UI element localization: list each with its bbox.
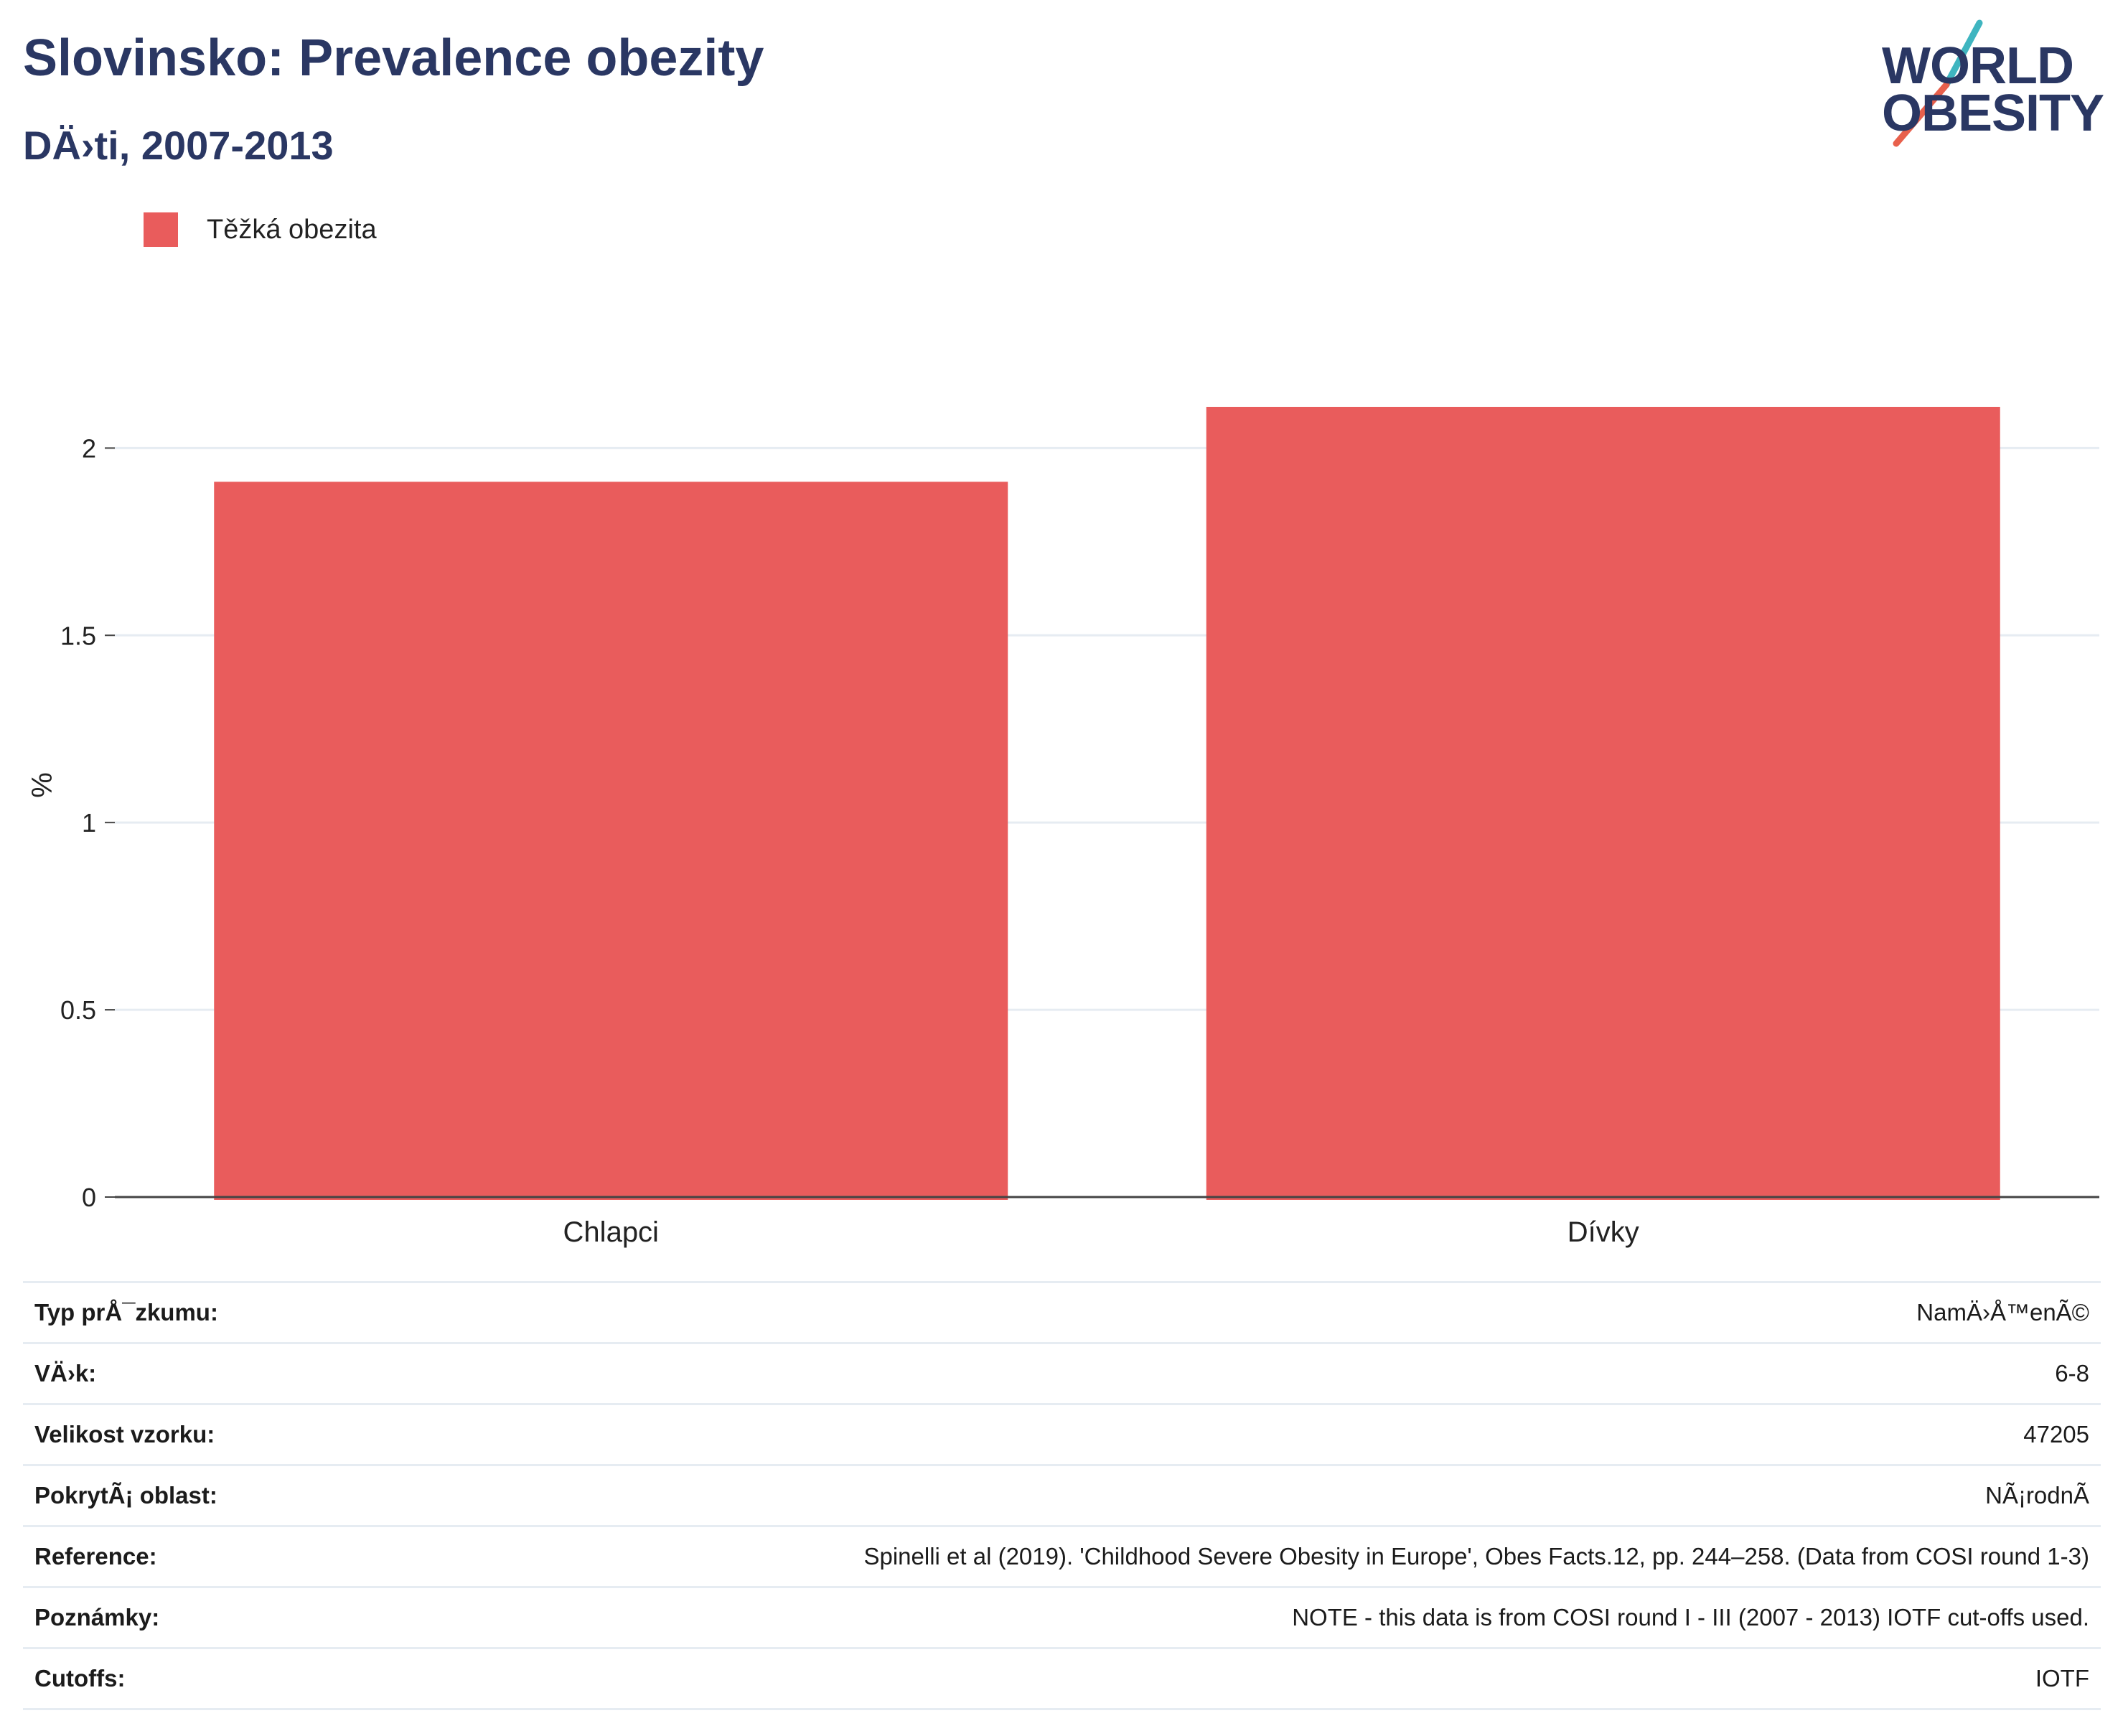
info-row: VÄ›k: 6-8	[23, 1342, 2101, 1405]
legend-label: Těžká obezita	[207, 214, 377, 245]
info-label: PokrytÃ¡ oblast:	[23, 1464, 319, 1527]
x-tick-label: Dívky	[1567, 1216, 1639, 1248]
y-tick-label: 1.5	[60, 621, 96, 650]
info-row: Typ prÅ¯zkumu: NamÄ›Å™enÃ©	[23, 1281, 2101, 1344]
info-row: Poznámky: NOTE - this data is from COSI r…	[23, 1586, 2101, 1649]
bar-chlapci[interactable]	[214, 482, 1008, 1200]
info-value: IOTF	[318, 1647, 2101, 1710]
chart-subtitle: DÄ›ti, 2007-2013	[23, 123, 334, 168]
bar-chart: 0 0.5 1 1.5 2% Chlapci Dívky	[27, 406, 2099, 1248]
chart-title: Slovinsko: Prevalence obezity	[23, 29, 764, 87]
info-value: Spinelli et al (2019). 'Childhood Severe…	[318, 1525, 2101, 1588]
x-tick-label: Chlapci	[563, 1216, 659, 1248]
info-value: 47205	[318, 1403, 2101, 1466]
info-label: Typ prÅ¯zkumu:	[23, 1281, 319, 1344]
legend-swatch	[144, 212, 178, 247]
info-label: Velikost vzorku:	[23, 1403, 319, 1466]
info-value: NamÄ›Å™enÃ©	[318, 1281, 2101, 1344]
y-tick-label: 1	[82, 808, 96, 837]
info-label: VÄ›k:	[23, 1342, 319, 1405]
y-tick-label: 0.5	[60, 995, 96, 1025]
info-label: Reference:	[23, 1525, 319, 1588]
info-row: PokrytÃ¡ oblast: NÃ¡rodnÃ	[23, 1464, 2101, 1527]
info-row: Reference: Spinelli et al (2019). 'Childh…	[23, 1525, 2101, 1588]
y-tick-label: 2	[82, 433, 96, 463]
info-value: NÃ¡rodnÃ	[318, 1464, 2101, 1527]
world-obesity-logo: WORLD OBESITY	[1866, 14, 2110, 158]
y-axis-label: %	[27, 772, 58, 798]
axes: 0 0.5 1 1.5 2% Chlapci Dívky	[27, 433, 2099, 1248]
bar-dívky[interactable]	[1206, 406, 2000, 1200]
info-row: Cutoffs: IOTF	[23, 1647, 2101, 1710]
logo-word-obesity: OBESITY	[1882, 85, 2104, 142]
y-tick-label: 0	[82, 1183, 96, 1212]
info-label: Cutoffs:	[23, 1647, 319, 1710]
info-table: Typ prÅ¯zkumu: NamÄ›Å™enÃ© VÄ›k: 6-8 Velikos…	[23, 1281, 2101, 1710]
logo-word-world: WORLD	[1882, 37, 2074, 95]
bars	[214, 406, 2000, 1200]
info-label: Poznámky:	[23, 1586, 319, 1649]
info-value: 6-8	[318, 1342, 2101, 1405]
chart-legend: Těžká obezita	[144, 212, 377, 247]
info-value: NOTE - this data is from COSI round I - …	[318, 1586, 2101, 1649]
logo-slash-icon	[1893, 19, 1983, 147]
info-row: Velikost vzorku: 47205	[23, 1403, 2101, 1466]
